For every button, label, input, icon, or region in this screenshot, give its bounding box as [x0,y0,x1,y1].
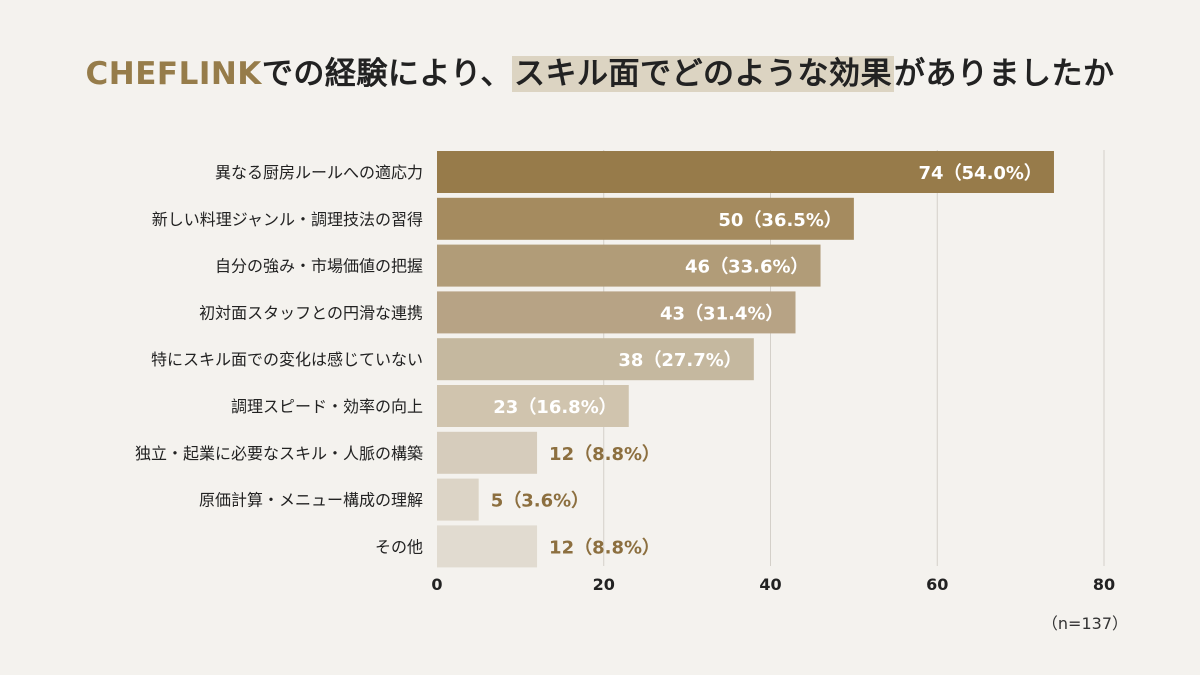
x-tick-label: 60 [926,575,948,594]
x-tick-label: 20 [593,575,615,594]
data-label: 50（36.5%） [718,210,842,231]
title-brand: CHEFLINK [85,56,262,92]
category-label: 初対面スタッフとの円滑な連携 [199,303,423,322]
bar [437,431,538,474]
data-label: 12（8.8%） [549,537,660,558]
title-part2: がありましたか [893,56,1115,92]
category-label: 異なる厨房ルールへの適応力 [215,163,423,182]
x-tick-label: 40 [759,575,781,594]
data-label: 23（16.8%） [493,397,617,418]
data-label: 12（8.8%） [549,444,660,465]
bar [437,338,754,381]
title-part1: での経験により、 [261,56,512,92]
category-label: 調理スピード・効率の向上 [231,397,423,416]
bar [437,291,796,334]
x-tick-label: 0 [431,575,442,594]
category-labels: 異なる厨房ルールへの適応力新しい料理ジャンル・調理技法の習得自分の強み・市場価値… [135,163,423,556]
bars [437,151,1054,568]
category-label: その他 [375,537,423,556]
category-label: 独立・起業に必要なスキル・人脈の構築 [135,444,423,463]
chart-title: CHEFLINKでの経験により、スキル面でどのような効果がありましたか [0,48,1200,93]
bar [437,151,1054,193]
bar [437,385,629,427]
data-label: 74（54.0%） [918,163,1042,184]
title-highlight: スキル面でどのような効果 [511,56,894,92]
value-labels: 74（54.0%） 50（36.5%） 46（33.6%） 43（31.4%） 38（2… [491,163,1042,558]
data-label: 38（27.7%） [618,350,742,371]
data-label: 43（31.4%） [660,303,784,324]
category-label: 特にスキル面での変化は感じていない [151,350,423,369]
data-label: 46（33.6%） [685,257,809,278]
data-label: 5（3.6%） [491,491,589,512]
bar [437,244,821,287]
category-label: 新しい料理ジャンル・調理技法の習得 [152,210,423,229]
category-label: 原価計算・メニュー構成の理解 [199,491,423,510]
bar [437,525,538,568]
bar [437,197,854,240]
bar [437,478,479,521]
sample-size-note: （n=137） [1041,614,1128,633]
x-axis-ticks: 0 20 40 60 80 [431,575,1115,594]
x-tick-label: 80 [1093,575,1115,594]
category-label: 自分の強み・市場価値の把握 [215,257,423,276]
